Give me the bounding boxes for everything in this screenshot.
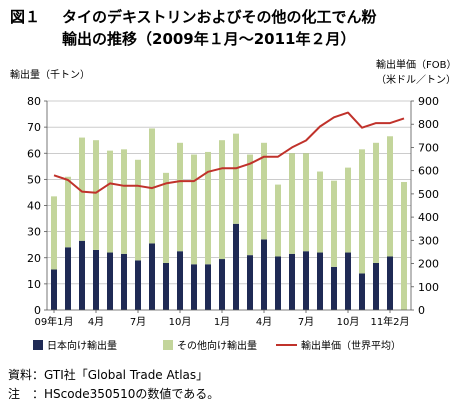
y-tick-label-left: 40: [27, 200, 41, 213]
price-line: [53, 111, 405, 194]
figure-label: 図１: [10, 8, 41, 26]
y-tick-label-right: 0: [418, 304, 425, 317]
y-tick-label-left: 30: [27, 226, 41, 239]
bar-other: [373, 142, 379, 263]
y-tick-label-left: 0: [34, 304, 41, 317]
bar-japan: [149, 243, 155, 310]
y-tick-label-right: 100: [418, 281, 439, 294]
bar-japan: [121, 253, 127, 310]
bar-other: [191, 154, 197, 265]
y-tick-label-right: 800: [418, 118, 439, 131]
bar-other: [163, 172, 169, 263]
bar-japan: [261, 239, 267, 310]
bar-japan: [205, 264, 211, 310]
bar-other: [149, 128, 155, 244]
bar-japan: [331, 266, 337, 310]
bar-other: [303, 153, 309, 252]
x-tick-label: 7月: [130, 316, 146, 328]
y-tick-label-left: 20: [27, 252, 41, 265]
legend-swatch-other: [163, 340, 173, 350]
y-tick-label-left: 10: [27, 278, 41, 291]
bar-japan: [345, 252, 351, 310]
x-tick-label: 10月: [169, 316, 192, 328]
bar-japan: [163, 262, 169, 310]
title-line-1: タイのデキストリンおよびその他の化工でん粉: [62, 8, 377, 26]
bar-japan: [359, 273, 365, 310]
y-tick-label-right: 900: [418, 95, 439, 108]
y-tick-label-right: 500: [418, 188, 439, 201]
bar-japan: [93, 249, 99, 310]
legend-label-price: 輸出単価（世界平均）: [301, 339, 401, 352]
bar-japan: [107, 252, 113, 310]
bar-other: [107, 150, 113, 253]
bar-other: [93, 140, 99, 250]
bar-japan: [135, 260, 141, 310]
y-axis-right-label-line1: 輸出単価（FOB）: [376, 58, 452, 71]
bar-other: [233, 133, 239, 224]
bar-japan: [289, 253, 295, 310]
legend-swatch-japan: [33, 340, 43, 350]
bar-other: [51, 196, 57, 270]
x-tick-label: 1月: [214, 316, 230, 328]
bar-other: [345, 167, 351, 253]
bar-japan: [317, 252, 323, 310]
legend-label-japan: 日本向け輸出量: [47, 339, 117, 352]
bar-other: [247, 154, 253, 256]
y-tick-label-left: 70: [27, 121, 41, 134]
y-tick-label-right: 300: [418, 234, 439, 247]
y-axis-right-label-line2: （米ドル／トン）: [376, 73, 452, 86]
y-axis-left-label: 輸出量（千トン）: [10, 68, 90, 81]
bar-other: [205, 151, 211, 265]
bar-other: [401, 181, 407, 310]
bar-japan: [303, 251, 309, 310]
bar-other: [289, 153, 295, 254]
bar-other: [177, 142, 183, 252]
bar-other: [79, 137, 85, 241]
bar-other: [359, 149, 365, 274]
bar-japan: [247, 255, 253, 310]
bar-japan: [65, 247, 71, 310]
bar-other: [275, 184, 281, 257]
bar-japan: [219, 259, 225, 310]
y-tick-label-right: 400: [418, 211, 439, 224]
bar-other: [135, 159, 141, 261]
y-tick-label-right: 700: [418, 141, 439, 154]
y-tick-label-right: 600: [418, 165, 439, 178]
bar-japan: [233, 223, 239, 310]
bar-japan: [51, 269, 57, 310]
bar-other: [65, 176, 71, 248]
x-tick-label: 10月: [337, 316, 360, 328]
x-tick-label: 4月: [256, 316, 272, 328]
source-note: 資料：GTI社「Global Trade Atlas」: [8, 368, 209, 382]
y-tick-label-left: 60: [27, 147, 41, 160]
bar-japan: [275, 256, 281, 310]
x-tick-label: 7月: [298, 316, 314, 328]
y-tick-label-right: 200: [418, 258, 439, 271]
title-line-2: 輸出の推移（2009年１月～2011年２月）: [62, 30, 356, 48]
bar-other: [121, 149, 127, 254]
x-tick-label: 09年1月: [34, 315, 73, 328]
x-tick-label: 11年2月: [370, 315, 409, 328]
bar-other: [331, 180, 337, 267]
x-tick-label: 4月: [88, 316, 104, 328]
y-tick-label-left: 80: [27, 95, 41, 108]
bar-other: [387, 136, 393, 257]
bar-japan: [191, 264, 197, 310]
legend-label-other: その他向け輸出量: [177, 339, 257, 352]
bar-japan: [177, 251, 183, 310]
footnote: 注 ：HScode350510の数値である。: [8, 387, 220, 401]
chart-title: 図１ タイのデキストリンおよびその他の化工でん粉 輸出の推移（2009年１月～20…: [10, 6, 450, 50]
bar-japan: [79, 240, 85, 310]
y-tick-label-left: 50: [27, 173, 41, 186]
bar-japan: [387, 256, 393, 310]
bar-other: [219, 140, 225, 260]
bar-other: [261, 142, 267, 240]
bar-japan: [373, 262, 379, 310]
bar-other: [317, 171, 323, 253]
